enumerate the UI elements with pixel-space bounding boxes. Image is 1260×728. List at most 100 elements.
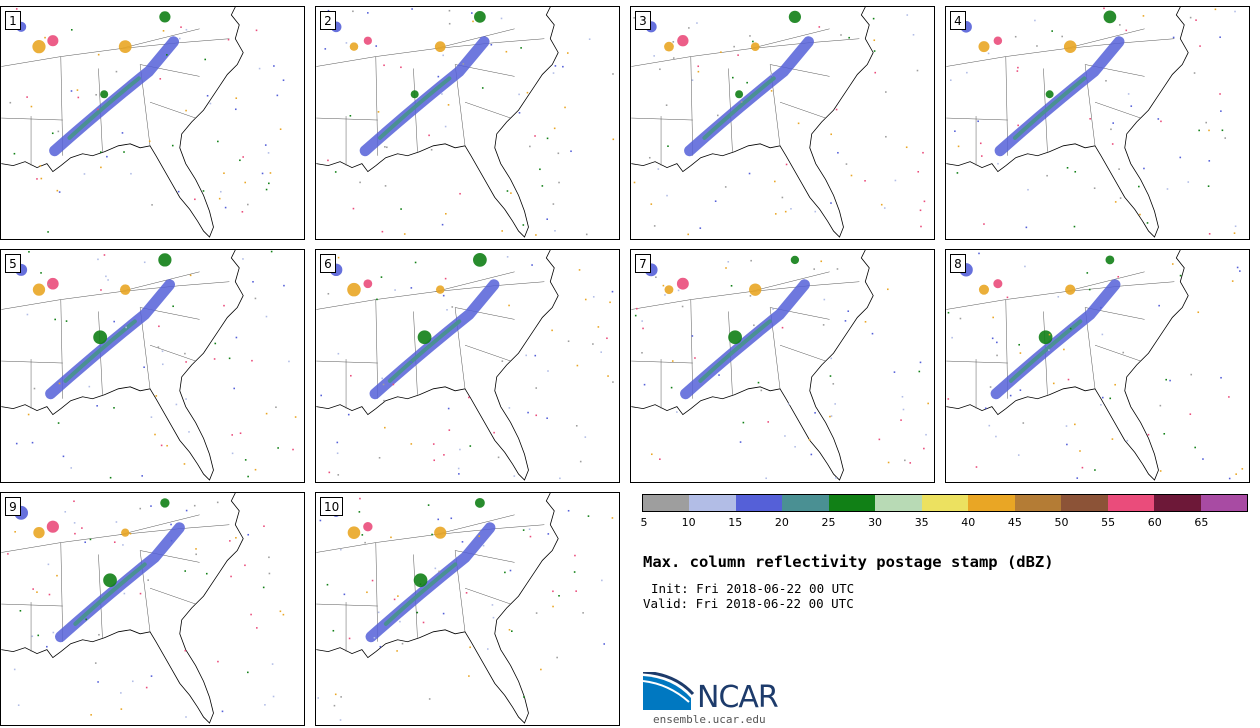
speckle-echo: [844, 320, 847, 322]
speckle-echo: [73, 500, 75, 503]
state-border: [1, 524, 230, 553]
speckle-echo: [1233, 232, 1236, 234]
colorbar-segment: [875, 495, 922, 511]
speckle-echo: [157, 346, 160, 348]
speckle-echo: [727, 260, 730, 263]
speckle-echo: [327, 159, 329, 162]
colorbar-segment: [689, 495, 736, 511]
speckle-echo: [378, 456, 381, 459]
state-border: [149, 344, 196, 362]
speckle-echo: [980, 155, 983, 157]
panel-label: 8: [950, 254, 966, 273]
speckle-echo: [579, 460, 582, 463]
storm-cell: [1065, 284, 1076, 295]
speckle-echo: [848, 36, 850, 39]
speckle-echo: [442, 294, 445, 297]
speckle-echo: [115, 521, 118, 523]
speckle-echo: [612, 73, 614, 75]
speckle-echo: [96, 405, 98, 407]
speckle-echo: [256, 627, 258, 629]
speckle-echo: [659, 68, 661, 71]
speckle-echo: [7, 553, 9, 555]
speckle-echo: [818, 26, 821, 28]
speckle-echo: [94, 662, 97, 664]
speckle-echo: [65, 320, 68, 322]
speckle-echo: [733, 45, 735, 48]
speckle-echo: [121, 132, 124, 134]
speckle-echo: [403, 233, 406, 235]
speckle-echo: [995, 435, 997, 438]
speckle-echo: [633, 17, 635, 19]
storm-cell: [103, 573, 117, 588]
speckle-echo: [991, 337, 994, 340]
speckle-echo: [231, 452, 234, 455]
speckle-echo: [570, 150, 572, 153]
speckle-echo: [123, 151, 125, 153]
speckle-echo: [70, 29, 73, 31]
reflectivity-core: [383, 562, 458, 626]
state-border: [946, 360, 1008, 364]
speckle-echo: [1093, 187, 1096, 190]
speckle-echo: [1198, 129, 1200, 132]
speckle-echo: [241, 211, 244, 213]
speckle-echo: [482, 544, 485, 547]
storm-cell: [978, 41, 990, 53]
colorbar-tick-label: 65: [1194, 516, 1209, 529]
speckle-echo: [28, 251, 30, 253]
speckle-echo: [472, 20, 474, 23]
speckle-echo: [1018, 343, 1020, 346]
storm-cell: [363, 36, 372, 45]
speckle-echo: [509, 569, 512, 572]
speckle-echo: [607, 375, 609, 377]
speckle-echo: [587, 515, 590, 517]
speckle-echo: [1019, 352, 1022, 354]
speckle-echo: [988, 424, 991, 427]
speckle-echo: [247, 203, 249, 206]
speckle-echo: [317, 697, 320, 699]
speckle-echo: [9, 101, 12, 104]
speckle-echo: [448, 429, 451, 431]
speckle-echo: [359, 181, 361, 184]
storm-cell: [728, 330, 742, 345]
speckle-echo: [401, 642, 404, 645]
speckle-echo: [808, 438, 811, 441]
speckle-echo: [887, 461, 890, 464]
valid-time: Valid: Fri 2018-06-22 00 UTC: [643, 596, 854, 611]
speckle-echo: [230, 575, 232, 578]
speckle-echo: [1105, 79, 1107, 82]
speckle-echo: [271, 663, 274, 665]
speckle-echo: [270, 250, 273, 253]
speckle-echo: [113, 541, 116, 543]
speckle-echo: [749, 35, 751, 37]
speckle-echo: [70, 90, 73, 92]
map-panel-svg: [1, 7, 285, 238]
storm-cell: [47, 277, 59, 290]
speckle-echo: [1017, 124, 1019, 127]
speckle-echo: [558, 181, 560, 184]
speckle-echo: [377, 611, 380, 614]
speckle-echo: [643, 383, 646, 386]
speckle-echo: [797, 122, 800, 125]
speckle-echo: [742, 421, 745, 424]
speckle-echo: [97, 681, 99, 683]
state-border: [1094, 344, 1141, 362]
speckle-echo: [989, 386, 992, 388]
speckle-echo: [334, 171, 337, 173]
speckle-echo: [443, 454, 445, 456]
speckle-echo: [373, 636, 376, 639]
speckle-echo: [326, 583, 329, 586]
speckle-echo: [213, 358, 216, 360]
speckle-echo: [511, 630, 513, 632]
speckle-echo: [384, 185, 387, 187]
speckle-echo: [1142, 15, 1145, 17]
speckle-echo: [247, 671, 249, 674]
speckle-echo: [244, 459, 247, 461]
speckle-echo: [1061, 35, 1063, 38]
speckle-echo: [1112, 122, 1114, 124]
speckle-echo: [252, 280, 254, 283]
speckle-echo: [830, 357, 833, 360]
speckle-echo: [1202, 458, 1204, 460]
speckle-echo: [262, 586, 265, 589]
state-border: [750, 28, 830, 49]
speckle-echo: [254, 468, 257, 471]
